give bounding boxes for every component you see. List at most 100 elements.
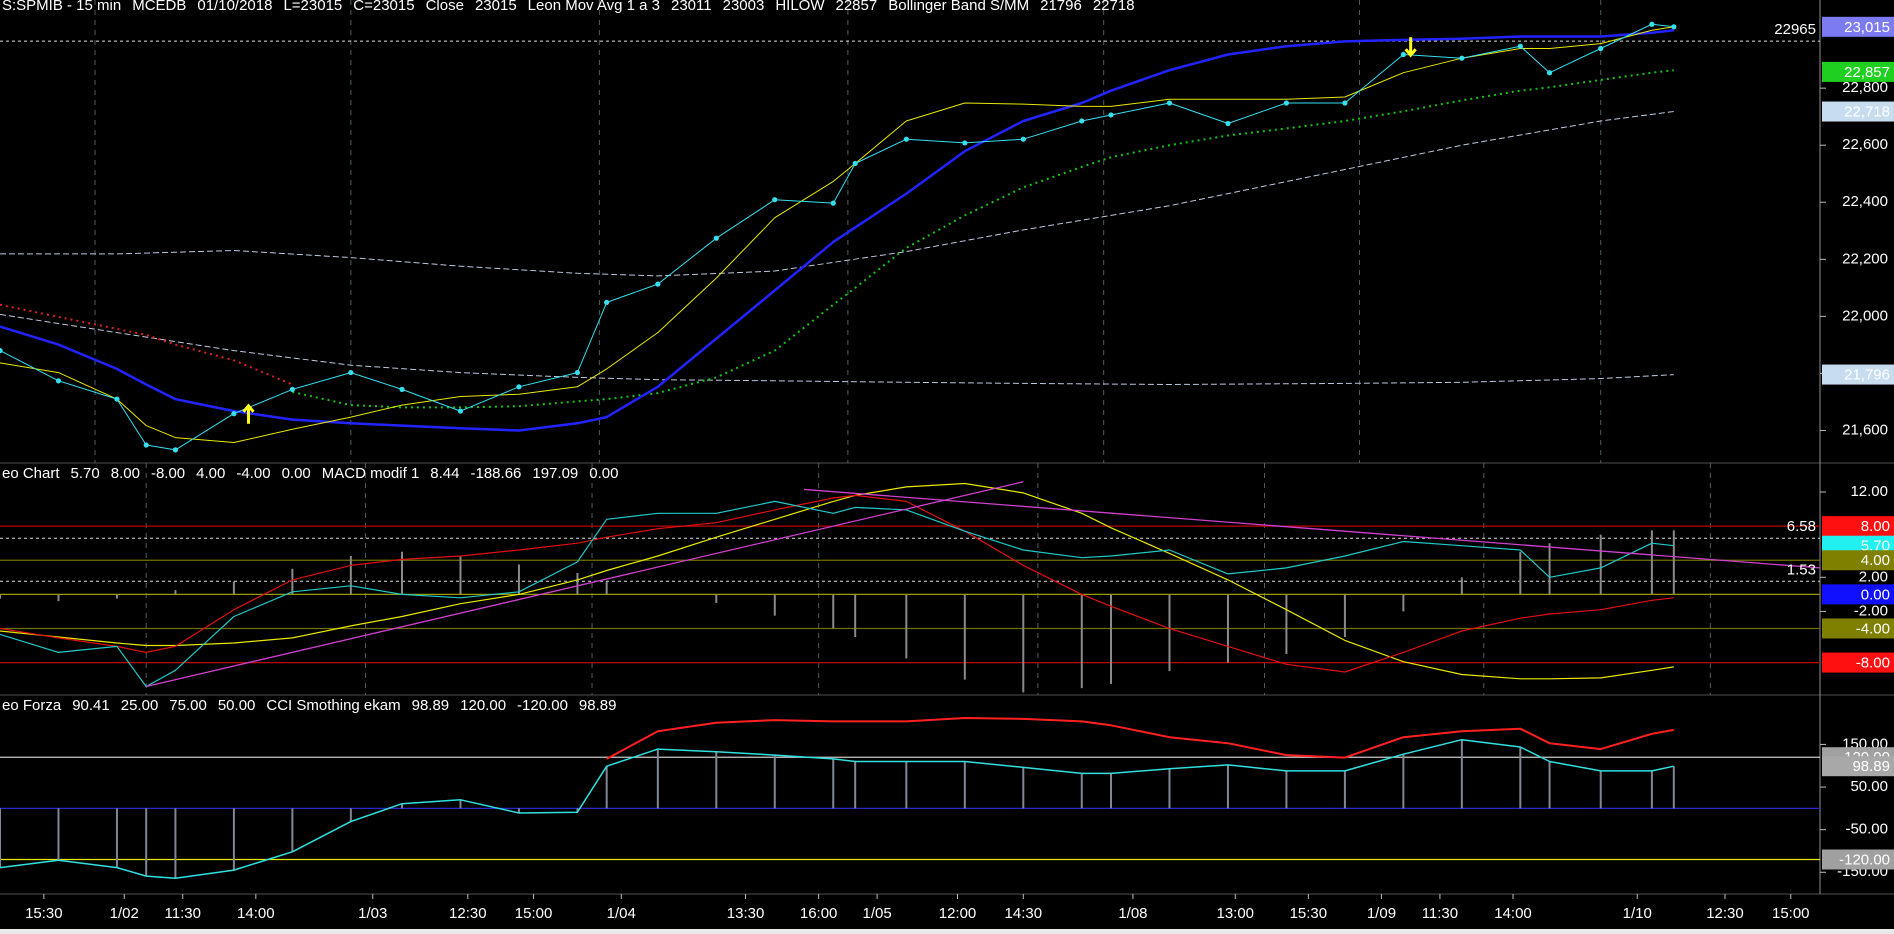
legend-item: Leon Mov Avg 1 a 3 <box>528 0 660 14</box>
series-marker <box>772 197 778 203</box>
series-line <box>0 500 1674 688</box>
x-tick-label: 15:00 <box>1772 905 1810 922</box>
legend-item: eo Chart <box>2 465 60 482</box>
price-tag-label: -8.00 <box>1856 655 1890 672</box>
y-tick-label: -50.00 <box>1845 821 1888 838</box>
series-marker <box>1342 100 1348 106</box>
series-marker <box>1459 55 1465 61</box>
x-tick-label: 12:30 <box>449 905 487 922</box>
y-tick-label: 22,400 <box>1842 193 1888 210</box>
x-tick-label: 14:00 <box>1494 905 1532 922</box>
series-marker <box>903 136 909 142</box>
legend-item: Close <box>426 0 464 14</box>
y-tick-label: 50.00 <box>1850 778 1888 795</box>
price-tag <box>1822 756 1894 777</box>
legend-item: 23011 <box>671 0 712 14</box>
price-tag <box>1822 101 1894 122</box>
series-marker <box>231 411 237 417</box>
price-tag-label: 8.00 <box>1861 518 1890 535</box>
y-tick-label: 22,000 <box>1842 307 1888 324</box>
x-tick-label: 15:30 <box>25 905 63 922</box>
y-tick-label: 12.00 <box>1850 483 1888 500</box>
series-marker <box>852 160 858 167</box>
x-tick-label: 1/05 <box>863 905 892 922</box>
x-tick-label: 13:00 <box>1216 905 1254 922</box>
series-marker <box>1598 45 1604 52</box>
x-tick-label: 12:00 <box>939 905 977 922</box>
y-tick-label: 21,600 <box>1842 421 1888 438</box>
legend-item: -4.00 <box>236 465 270 482</box>
series-marker <box>516 384 522 390</box>
legend-item: 0.00 <box>589 465 618 482</box>
series-marker <box>574 369 581 376</box>
legend-item: 01/10/2018 <box>197 0 272 14</box>
legend-item: 120.00 <box>460 697 506 714</box>
series-marker <box>1108 112 1114 118</box>
trend-line <box>803 488 1820 569</box>
price-tag <box>1822 364 1894 385</box>
legend-item: -8.00 <box>151 465 185 482</box>
series-line <box>0 111 1674 277</box>
y-tick-label: -2.00 <box>1854 602 1888 619</box>
legend-item: Bollinger Band S/MM <box>888 0 1029 14</box>
x-tick-label: 1/10 <box>1623 905 1652 922</box>
series-line <box>0 28 1674 432</box>
reference-label: 6.58 <box>1787 518 1816 535</box>
legend-item: eo Forza <box>2 697 62 714</box>
legend-item: MACD modif 1 <box>322 465 420 482</box>
price-tag-label: 0.00 <box>1861 586 1890 603</box>
bottom-strip <box>0 929 1894 934</box>
price-tag <box>1822 652 1894 673</box>
legend-item: 4.00 <box>196 465 225 482</box>
signal-arrow <box>1404 37 1417 58</box>
series-line <box>0 303 293 386</box>
legend-item: 23015 <box>475 0 517 14</box>
legend-item: C=23015 <box>353 0 414 14</box>
legend-item: 75.00 <box>169 697 207 714</box>
series-line <box>606 717 1674 760</box>
x-tick-label: 11:30 <box>1422 905 1458 922</box>
series-marker <box>457 408 464 414</box>
price-tag <box>1822 849 1894 870</box>
legend-item: HILOW <box>775 0 825 14</box>
x-tick-label: 1/02 <box>110 905 139 922</box>
y-tick-label: 22,600 <box>1842 136 1888 153</box>
series-line <box>0 26 1674 443</box>
series-marker <box>1546 70 1553 76</box>
x-tick-label: 11:30 <box>165 905 201 922</box>
price-tag <box>1822 550 1894 571</box>
x-tick-label: 15:00 <box>515 905 553 922</box>
series-marker <box>289 386 295 392</box>
reference-label: 22965 <box>1774 21 1816 38</box>
price-tag-label: 98.89 <box>1852 758 1890 775</box>
legend-item: -188.66 <box>471 465 522 482</box>
series-line <box>0 313 1674 385</box>
legend-item: 5.70 <box>71 465 100 482</box>
x-tick-label: 14:00 <box>237 905 275 922</box>
legend-item: 21796 <box>1040 0 1082 14</box>
legend-item: 25.00 <box>121 697 159 714</box>
legend-item: -120.00 <box>517 697 568 714</box>
legend-item: 0.00 <box>282 465 311 482</box>
pane <box>0 0 1820 463</box>
series-marker <box>655 281 661 287</box>
x-tick-label: 1/09 <box>1367 905 1396 922</box>
series-marker <box>1225 120 1231 127</box>
legend-item: L=23015 <box>283 0 342 14</box>
series-marker <box>114 396 120 402</box>
legend-item: 22718 <box>1093 0 1135 14</box>
price-tag-label: 23,015 <box>1844 19 1890 36</box>
x-tick-label: 1/04 <box>607 905 636 922</box>
series-marker <box>399 386 405 392</box>
series-marker <box>348 369 354 376</box>
series-line <box>0 494 1674 673</box>
legend-item: 8.00 <box>111 465 140 482</box>
legend-item: S:SPMIB - 15 min <box>2 0 121 14</box>
signal-arrow <box>242 403 255 424</box>
x-tick-label: 15:30 <box>1290 905 1328 922</box>
series-marker <box>1649 21 1655 27</box>
series-marker <box>1400 51 1406 58</box>
